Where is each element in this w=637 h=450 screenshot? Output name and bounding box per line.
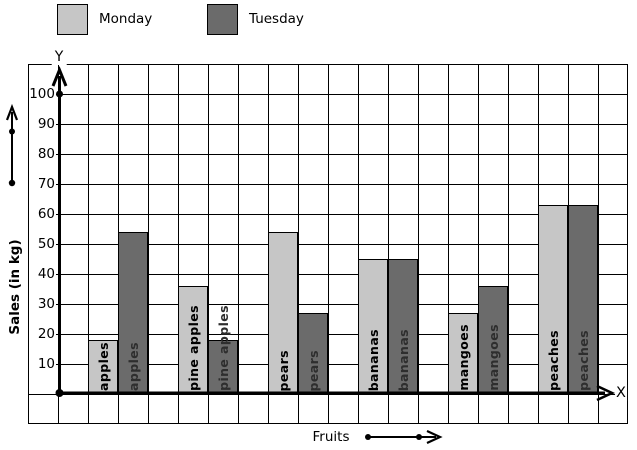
bar-pine-apples-monday: pine apples [178,286,208,394]
y-tick-50: 50 [29,235,56,253]
x-axis-title: Fruits [312,429,350,445]
bar-label: peaches [545,330,561,391]
y-tick-10: 10 [29,355,56,373]
bar-label: mangoes [455,324,471,391]
y-direction-arrow [5,103,19,187]
bar-label: apples [95,342,111,391]
legend-swatch-tuesday [207,3,238,35]
legend-label-monday: Monday [99,11,153,27]
bar-pears-tuesday: pears [298,313,328,394]
bar-mangoes-tuesday: mangoes [478,286,508,394]
y-tick-20: 20 [29,325,56,343]
bar-label: pears [275,349,291,391]
y-tick-30: 30 [29,295,56,313]
bar-label: bananas [365,328,381,391]
y-tick-60: 60 [29,205,56,223]
y-tick-100: 100 [29,85,56,103]
legend-item-tuesday: Tuesday [207,3,304,35]
y-tick-80: 80 [29,145,56,163]
y-axis-letter: Y [51,49,67,65]
y-axis-title: Sales (in kg) [7,239,23,335]
bar-peaches-monday: peaches [538,205,568,394]
bar-label: pine apples [185,305,201,391]
y-tick-70: 70 [29,175,56,193]
bar-bananas-monday: bananas [358,259,388,394]
x-direction-arrow [365,430,443,444]
bar-label: mangoes [485,324,501,391]
y-tick-40: 40 [29,265,56,283]
bar-label: pears [305,349,321,391]
legend-swatch-monday [57,3,88,35]
bar-label: bananas [395,328,411,391]
bar-peaches-tuesday: peaches [568,205,598,394]
bar-mangoes-monday: mangoes [448,313,478,394]
bar-apples-monday: apples [88,340,118,394]
bar-label: pine apples [215,305,231,391]
bar-label: peaches [575,330,591,391]
bar-pine-apples-tuesday: pine apples [208,305,238,394]
x-axis-letter: X [615,385,627,401]
legend-label-tuesday: Tuesday [249,11,304,27]
bar-label: apples [125,342,141,391]
bar-bananas-tuesday: bananas [388,259,418,394]
y-tick-90: 90 [29,115,56,133]
bar-apples-tuesday: apples [118,232,148,394]
bar-pears-monday: pears [268,232,298,394]
plot-grid: apples apples pine apples pine apples pears p… [28,64,628,424]
legend-item-monday: Monday [57,3,152,35]
